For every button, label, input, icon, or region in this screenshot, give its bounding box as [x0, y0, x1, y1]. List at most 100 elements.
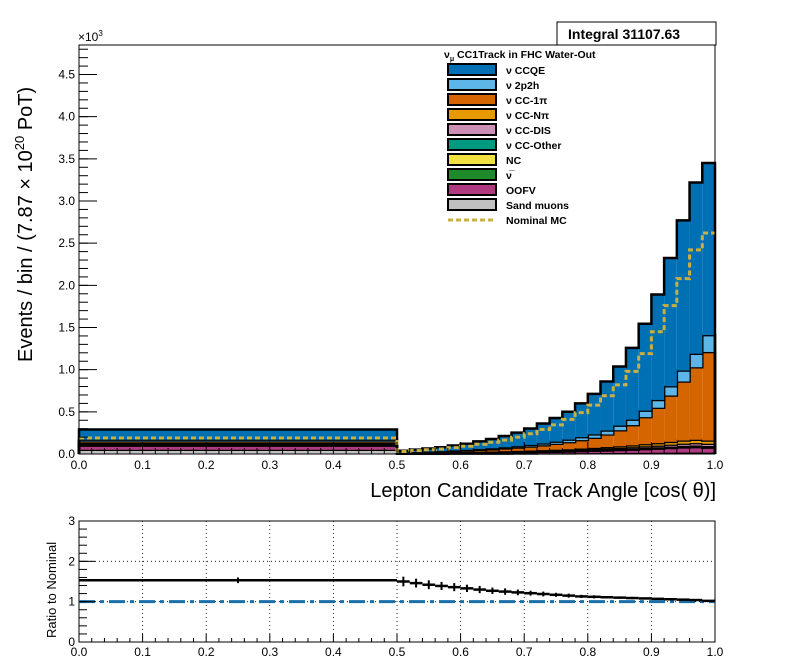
ratio-point	[397, 576, 410, 587]
bar	[676, 220, 690, 371]
bar	[600, 434, 614, 448]
bar	[498, 436, 512, 448]
bar	[689, 439, 703, 444]
bar	[664, 395, 677, 442]
legend-label: ν̅	[506, 170, 515, 182]
bar	[689, 367, 703, 440]
legend-label: ν CC-Other	[506, 140, 561, 152]
bar	[625, 425, 639, 446]
bar	[587, 434, 601, 438]
ratio-x-tick-label: 0.4	[325, 645, 342, 659]
ratio-y-ticks: 0 1 2 3	[68, 514, 95, 649]
bar	[676, 440, 690, 444]
bar	[587, 437, 601, 448]
legend-label: ν CC-DIS	[506, 125, 551, 137]
ratio-x-tick-label: 0.8	[579, 645, 596, 659]
bar	[511, 447, 525, 451]
ratio-point	[536, 591, 550, 597]
y-axis-title: Events / bin / (7.87 × 1020 PoT)	[12, 87, 37, 362]
bar	[676, 370, 690, 382]
x-tick-label: 0.7	[516, 458, 533, 472]
series--ccqe	[77, 161, 717, 454]
ratio-point	[613, 596, 626, 599]
y-axis-ticks: 0.0 0.5 1.0 1.5 2.0 2.5 3.0 3.5 4.0 4.5	[58, 48, 97, 461]
bar	[549, 443, 563, 450]
bar	[600, 381, 614, 431]
bar	[600, 450, 614, 454]
legend-swatch	[447, 123, 497, 136]
bar	[613, 430, 626, 447]
legend-item: NC	[447, 153, 522, 167]
bar	[625, 419, 639, 426]
ratio-y-tick-label: 2	[68, 554, 75, 568]
legend-item: ν CC-1π	[447, 93, 547, 107]
legend-swatch	[447, 108, 497, 121]
y-tick-label: 4.5	[58, 68, 75, 82]
ratio-point	[79, 577, 397, 584]
legend-swatch	[447, 183, 497, 196]
x-tick-label: 1.0	[707, 458, 724, 472]
ratio-point	[524, 590, 537, 596]
bar	[625, 347, 639, 420]
bar	[702, 447, 715, 453]
y-tick-label: 3.0	[58, 194, 75, 208]
ratio-point	[625, 596, 639, 600]
bar	[651, 407, 665, 444]
y-tick-label: 1.0	[58, 363, 75, 377]
ratio-point	[511, 589, 525, 596]
legend-item: OOFV	[447, 183, 536, 197]
ratio-x-tick-label: 0.3	[261, 645, 278, 659]
bar	[702, 163, 715, 336]
legend-swatch	[447, 63, 497, 76]
bar	[664, 386, 677, 396]
integral-label: Integral 31107.63	[568, 26, 680, 42]
legend-swatch	[447, 168, 497, 181]
nominal-mc	[79, 231, 715, 453]
bar	[575, 437, 588, 441]
y-tick-label: 4.0	[58, 110, 75, 124]
bar	[664, 448, 677, 453]
y-tick-label: 2.0	[58, 278, 75, 292]
bar	[575, 403, 588, 438]
legend-swatch	[447, 198, 497, 211]
ratio-y-tick-label: 3	[68, 514, 75, 528]
legend-label: ν CC-1π	[506, 95, 547, 107]
y-multiplier: ×103	[78, 29, 103, 44]
ratio-point	[435, 581, 448, 590]
ratio-x-tick-label: 1.0	[707, 645, 724, 659]
main-histogram-panel: 0.0 0.1 0.2 0.3 0.4 0.5 0.6 0.7 0.8 0.9 1.0 0.0 0.5…	[12, 21, 724, 502]
legend-swatch	[447, 78, 497, 91]
x-axis-title: Lepton Candidate Track Angle [cos( θ)]	[370, 480, 716, 502]
ratio-point	[689, 598, 703, 602]
x-tick-label: 0.9	[643, 458, 660, 472]
ratio-x-tick-label: 0.5	[389, 645, 406, 659]
bar	[473, 441, 487, 450]
y-tick-label: 3.5	[58, 152, 75, 166]
bar	[562, 411, 576, 440]
bar	[638, 323, 652, 411]
x-tick-label: 0.2	[198, 458, 215, 472]
legend-item: ν̅	[447, 168, 515, 182]
ratio-point	[575, 594, 588, 599]
y-tick-label: 2.5	[58, 236, 75, 250]
bar	[600, 430, 614, 435]
bar	[676, 381, 690, 441]
bar	[625, 449, 639, 453]
bar	[79, 429, 397, 440]
legend-header: νμ CC1Track in FHC Water-Out	[444, 49, 596, 63]
ratio-point	[651, 597, 665, 601]
ratio-point	[562, 593, 576, 598]
bar	[651, 294, 665, 400]
x-tick-label: 0.1	[134, 458, 151, 472]
ratio-point	[702, 599, 715, 603]
bar	[79, 445, 397, 450]
bar	[664, 441, 677, 445]
bar	[689, 182, 703, 354]
ratio-x-ticks: 0.0 0.1 0.2 0.3 0.4 0.5 0.6 0.7 0.8 0.9 1.0	[71, 634, 724, 659]
integral-box	[556, 21, 717, 46]
x-axis-ticks: 0.0 0.1 0.2 0.3 0.4 0.5 0.6 0.7 0.8 0.9 1.0	[71, 442, 724, 472]
bar	[575, 440, 588, 449]
bar	[613, 425, 626, 431]
legend-item: Sand muons	[447, 198, 569, 212]
